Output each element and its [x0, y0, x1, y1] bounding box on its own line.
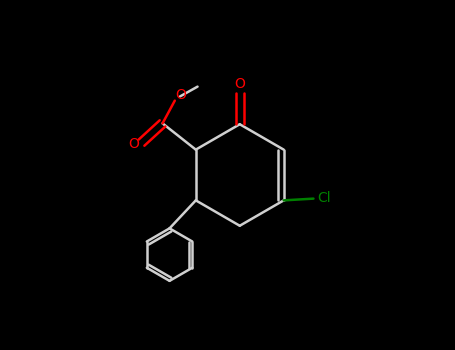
- Text: O: O: [176, 88, 187, 103]
- Text: O: O: [128, 137, 139, 151]
- Text: Cl: Cl: [317, 190, 331, 204]
- Text: O: O: [234, 77, 245, 91]
